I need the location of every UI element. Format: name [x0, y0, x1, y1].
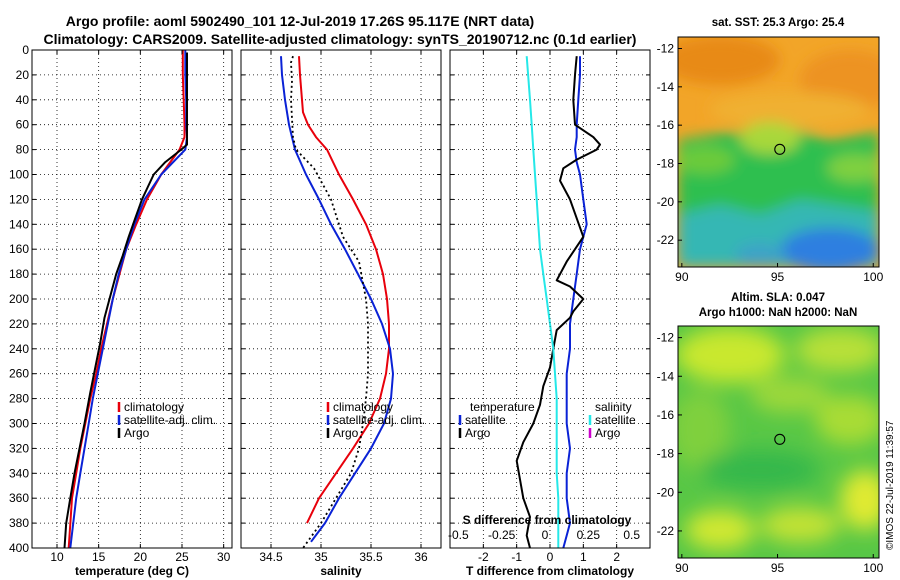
- x2-tick-label: 0.25: [577, 528, 601, 542]
- sla-map-subtitle: Argo h1000: NaN h2000: NaN: [699, 307, 858, 319]
- salinity-panel: 34.5 35 35.5 36 salinity climatologysatellite…: [240, 49, 442, 578]
- x-tick-label: 25: [175, 550, 189, 564]
- map-y-tick-label: -16: [657, 408, 675, 422]
- y-tick-label: 100: [9, 168, 29, 182]
- y-tick-label: 180: [9, 267, 29, 281]
- x-tick-label: 30: [217, 550, 231, 564]
- x2-tick-label: -0.5: [448, 528, 469, 542]
- legend-label: satellite: [465, 413, 506, 427]
- temperature-panel: 10 15 20 25 30020406080100120140160180200220…: [9, 43, 233, 578]
- legend-label: Argo: [333, 426, 359, 440]
- x2-tick-label: 0.5: [623, 528, 640, 542]
- y-tick-label: 120: [9, 192, 29, 206]
- x-tick-label: 34.5: [259, 550, 283, 564]
- figure-title-line2: Climatology: CARS2009. Satellite-adjuste…: [44, 31, 637, 47]
- map-x-tick-label: 100: [863, 561, 883, 575]
- y-tick-label: 0: [22, 43, 29, 57]
- map-x-tick-label: 100: [863, 270, 883, 284]
- sst-field: [678, 37, 879, 267]
- series-line-climatology: [298, 56, 390, 524]
- map-x-tick-label: 90: [675, 561, 689, 575]
- map-y-tick-label: -20: [657, 195, 675, 209]
- legend-label: Argo: [465, 426, 491, 440]
- x-tick-label: -1: [511, 550, 522, 564]
- y-tick-label: 80: [16, 143, 30, 157]
- difference-panel: -2 -1 0 1 2T difference from climatology temp…: [448, 49, 651, 578]
- x-axis-label: salinity: [320, 564, 362, 578]
- x-tick-label: 36: [414, 550, 428, 564]
- y-tick-label: 40: [16, 93, 30, 107]
- y-tick-label: 300: [9, 417, 29, 431]
- x-tick-label: 1: [580, 550, 587, 564]
- figure-title-line1: Argo profile: aoml 5902490_101 12-Jul-20…: [66, 13, 534, 29]
- y-tick-label: 20: [16, 68, 30, 82]
- legend-label: satellite-adj. clim.: [124, 413, 216, 427]
- map-y-tick-label: -16: [657, 118, 675, 132]
- legend-label: Argo: [595, 426, 621, 440]
- sla-map: Altim. SLA: 0.047 Argo h1000: NaN h2000:…: [657, 292, 884, 575]
- map-x-tick-label: 95: [771, 561, 785, 575]
- legend-label: satellite: [595, 413, 636, 427]
- map-y-tick-label: -12: [657, 42, 675, 56]
- legend-label: temperature: [470, 400, 535, 414]
- x-tick-label: -2: [478, 550, 489, 564]
- map-y-tick-label: -22: [657, 233, 675, 247]
- y-tick-label: 400: [9, 541, 29, 555]
- sst-map: sat. SST: 25.3 Argo: 25.4 90 95 100 -12 -14 -…: [657, 17, 884, 284]
- x-tick-label: 0: [547, 550, 554, 564]
- map-y-tick-label: -18: [657, 447, 675, 461]
- y-tick-label: 240: [9, 342, 29, 356]
- x2-tick-label: 0: [542, 528, 549, 542]
- series-line-satellite-adj-clim-: [280, 56, 394, 543]
- y-tick-label: 340: [9, 466, 29, 480]
- y-tick-label: 60: [16, 118, 30, 132]
- y-tick-label: 200: [9, 292, 29, 306]
- x-tick-label: 10: [50, 550, 64, 564]
- map-y-tick-label: -14: [657, 369, 675, 383]
- legend-label: climatology: [124, 400, 184, 414]
- map-y-tick-label: -20: [657, 485, 675, 499]
- imos-credit: ©IMOS 22-Jul-2019 11:39:57: [885, 420, 896, 550]
- x-axis-label: temperature (deg C): [75, 564, 189, 578]
- sla-map-title: Altim. SLA: 0.047: [731, 292, 825, 304]
- map-y-tick-label: -14: [657, 80, 675, 94]
- map-y-tick-label: -12: [657, 331, 675, 345]
- sst-map-title: sat. SST: 25.3 Argo: 25.4: [712, 17, 845, 29]
- x-axis-label: T difference from climatology: [466, 564, 634, 578]
- series-line-argo: [63, 52, 188, 549]
- legend-label: salinity: [595, 400, 632, 414]
- sst-argo-location-marker: [774, 143, 786, 155]
- x-tick-label: 15: [92, 550, 106, 564]
- series-line-temperature-satellite: [562, 56, 588, 549]
- map-y-tick-label: -22: [657, 524, 675, 538]
- sla-argo-location-marker: [774, 433, 786, 445]
- y-tick-label: 360: [9, 491, 29, 505]
- y-tick-label: 160: [9, 242, 29, 256]
- y-tick-label: 380: [9, 516, 29, 530]
- series-line-salinity-satellite: [525, 56, 560, 548]
- y-tick-label: 280: [9, 392, 29, 406]
- series-line-argo: [290, 55, 369, 549]
- map-x-tick-label: 95: [771, 270, 785, 284]
- y-tick-label: 260: [9, 367, 29, 381]
- x-tick-label: 2: [613, 550, 620, 564]
- sla-field: [678, 326, 879, 558]
- x-tick-label: 20: [134, 550, 148, 564]
- x-tick-label: 35: [314, 550, 328, 564]
- map-x-tick-label: 90: [675, 270, 689, 284]
- y-tick-label: 140: [9, 217, 29, 231]
- x2-axis-label: S difference from climatology: [463, 513, 632, 527]
- y-tick-label: 320: [9, 441, 29, 455]
- map-y-tick-label: -18: [657, 157, 675, 171]
- x2-tick-label: -0.25: [488, 528, 516, 542]
- x-tick-label: 35.5: [359, 550, 383, 564]
- y-tick-label: 220: [9, 317, 29, 331]
- legend-label: climatology: [333, 400, 393, 414]
- legend-label: satellite-adj. clim.: [333, 413, 425, 427]
- legend-label: Argo: [124, 426, 150, 440]
- series-line-temperature-argo: [515, 56, 601, 549]
